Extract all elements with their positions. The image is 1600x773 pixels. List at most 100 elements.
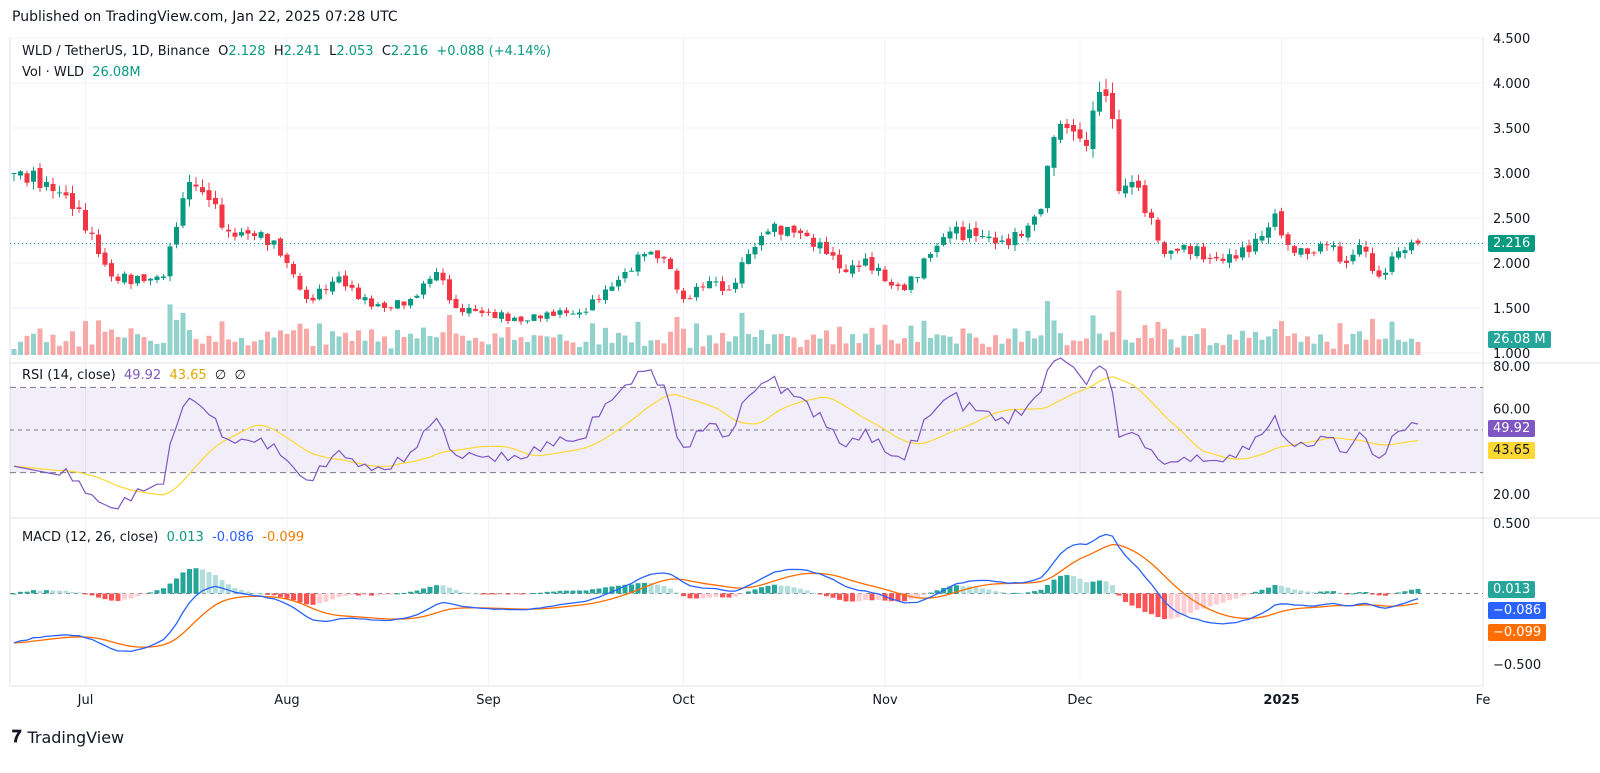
candle-body [187,182,192,200]
volume-bar [1240,330,1245,355]
candle-body [128,274,134,285]
candle-body [830,252,836,256]
candle-body [954,226,959,234]
macd-histogram-bar [804,590,810,594]
macd-histogram-bar [219,580,225,594]
candle-body [1084,139,1089,146]
macd-histogram-bar [401,592,407,594]
time-tick-label: Fe [1476,693,1491,708]
candle-body [765,231,771,235]
candle-body [713,281,719,283]
candle-body [466,307,472,314]
candle-body [1175,248,1180,251]
candle-body [986,236,992,239]
time-tick-label: Dec [1067,693,1092,708]
candle-body [76,207,82,209]
open-value: 2.128 [228,44,266,59]
volume-bar [1272,329,1278,355]
macd-histogram-bar [1220,593,1226,603]
price-tick-label: 4.000 [1493,77,1530,92]
volume-bar [1097,333,1102,355]
macd-histogram-bar [1162,593,1167,620]
candle-body [980,236,985,238]
volume-bar [343,332,348,355]
macd-histogram-bar [76,592,82,594]
symbol-title[interactable]: WLD / TetherUS, 1D, Binance [22,44,210,59]
volume-bar [388,348,394,355]
close-value: 2.216 [390,44,429,59]
candle-body [642,254,647,257]
macd-histogram-bar [1318,591,1323,594]
rsi-legend: RSI (14, close) 49.92 43.65 ∅ ∅ [22,368,246,383]
volume-bar [993,335,998,355]
macd-histogram-bar [434,585,439,594]
macd-histogram-bar [778,585,784,594]
macd-histogram-bar [1298,590,1304,594]
candle-body [570,313,576,315]
candle-body [408,299,413,306]
macd-histogram-bar [180,572,186,594]
volume-bar [830,344,836,355]
candle-body [161,276,166,279]
volume-tag: 26.08 M [1488,331,1551,348]
volume-bar [486,344,491,355]
volume-bar [1370,318,1375,355]
volume-bar [180,312,186,355]
volume-bar [1181,335,1187,355]
volume-bar [980,343,985,355]
candle-body [122,273,127,283]
volume-bar [115,337,121,355]
candle-body [902,284,907,290]
rsi-label[interactable]: RSI (14, close) [22,368,116,383]
macd-histogram-bar [141,593,147,595]
candle-body [265,233,270,246]
candle-body [915,277,920,279]
macd-histogram-bar [850,593,855,602]
volume-label[interactable]: Vol · WLD [22,65,84,80]
volume-bar [1136,337,1141,355]
macd-histogram-bar [1331,591,1336,594]
volume-bar [772,334,777,355]
candle-body [1058,123,1063,140]
volume-bar [330,331,335,355]
volume-bar [271,337,277,355]
candle-body [1136,180,1141,188]
volume-bar [395,329,400,355]
candle-body [960,226,966,241]
volume-bar [1038,335,1044,355]
volume-bar [1415,341,1421,355]
macd-histogram-bar [577,590,582,594]
macd-histogram-bar [44,590,49,594]
volume-bar [284,333,290,355]
candle-body [473,308,478,311]
candle-body [596,298,602,300]
macd-histogram-bar [564,590,569,594]
macd-histogram-bar [811,592,816,594]
candle-body [1383,272,1388,275]
volume-bar [1233,339,1239,355]
candle-body [336,276,342,283]
macd-histogram-bar [1188,593,1193,614]
macd-histogram-bar [375,593,381,596]
volume-bar [1025,330,1031,355]
candle-body [1363,246,1369,252]
volume-bar [427,336,433,355]
macd-histogram-bar [1019,593,1024,595]
candle-body [544,312,550,319]
rsi-tick-label: 80.00 [1493,360,1530,375]
macd-label[interactable]: MACD (12, 26, close) [22,530,159,545]
macd-histogram-bar [830,593,836,598]
volume-bar [226,339,231,355]
macd-histogram-bar [681,593,686,597]
macd-histogram-bar [707,593,712,598]
macd-histogram-bar [356,593,361,596]
macd-histogram-bar [492,593,498,595]
tradingview-logo[interactable]: 𝟕 TradingView [12,727,124,747]
candle-body [219,204,225,228]
candle-body [733,282,738,290]
volume-bar [50,334,56,355]
volume-bar [902,338,907,355]
symbol-legend: WLD / TetherUS, 1D, Binance O2.128 H2.24… [22,44,551,59]
candle-body [330,281,335,292]
